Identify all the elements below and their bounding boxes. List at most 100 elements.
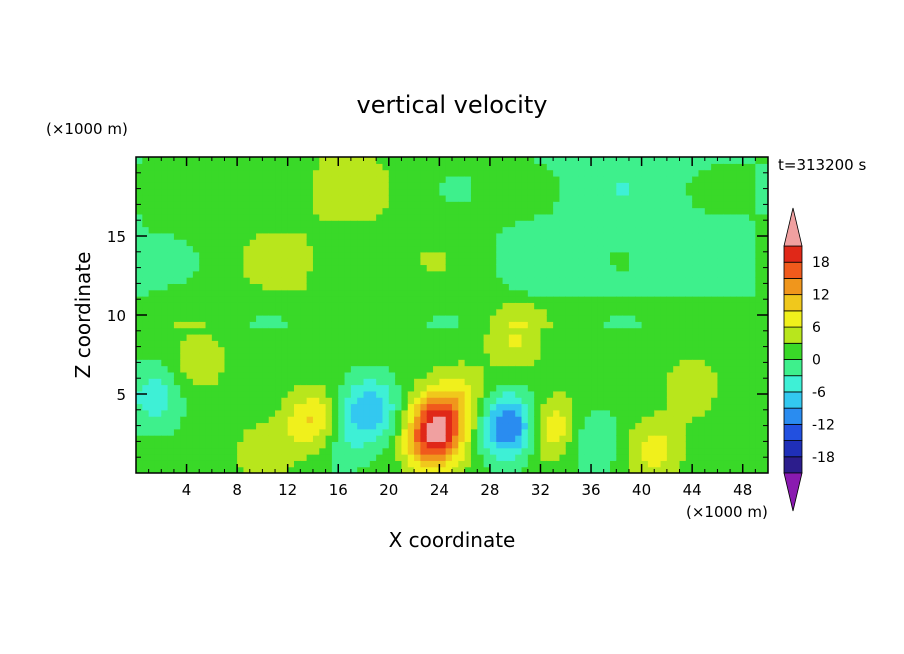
field-cell bbox=[540, 422, 548, 430]
field-cell bbox=[142, 371, 150, 379]
field-cell bbox=[717, 220, 725, 228]
field-cell bbox=[572, 270, 579, 278]
field-cell bbox=[338, 397, 346, 405]
field-cell bbox=[673, 390, 681, 398]
field-cell bbox=[698, 447, 706, 455]
field-cell bbox=[565, 371, 573, 379]
field-cell bbox=[572, 239, 579, 247]
field-cell bbox=[369, 397, 377, 405]
field-cell bbox=[641, 466, 649, 473]
field-cell bbox=[357, 201, 365, 209]
field-cell bbox=[761, 220, 768, 228]
field-cell bbox=[186, 207, 194, 215]
field-cell bbox=[338, 207, 346, 215]
field-cell bbox=[287, 188, 295, 196]
field-cell bbox=[262, 226, 270, 234]
field-cell bbox=[464, 422, 472, 430]
field-cell bbox=[559, 302, 567, 310]
field-cell bbox=[452, 239, 459, 247]
field-cell bbox=[186, 321, 194, 329]
field-cell bbox=[458, 460, 466, 468]
field-cell bbox=[439, 466, 447, 473]
field-cell bbox=[723, 277, 731, 284]
field-cell bbox=[685, 403, 693, 411]
field-cell bbox=[698, 258, 706, 266]
field-cell bbox=[647, 390, 655, 398]
field-cell bbox=[470, 169, 478, 177]
field-cell bbox=[704, 460, 712, 468]
field-cell bbox=[319, 194, 327, 202]
field-cell bbox=[414, 359, 421, 367]
field-cell bbox=[527, 352, 535, 360]
field-cell bbox=[673, 245, 681, 253]
field-cell bbox=[350, 403, 358, 411]
field-cell bbox=[426, 308, 434, 316]
field-cell bbox=[622, 207, 630, 215]
field-cell bbox=[622, 258, 630, 266]
field-cell bbox=[230, 371, 238, 379]
field-cell bbox=[540, 384, 548, 392]
field-cell bbox=[685, 346, 693, 354]
field-cell bbox=[452, 226, 459, 234]
field-cell bbox=[698, 207, 706, 215]
field-cell bbox=[666, 308, 674, 316]
field-cell bbox=[578, 315, 586, 322]
field-cell bbox=[237, 182, 245, 190]
field-cell bbox=[698, 182, 706, 190]
field-cell bbox=[161, 428, 169, 436]
field-cell bbox=[597, 226, 605, 234]
field-cell bbox=[515, 340, 523, 348]
field-cell bbox=[521, 321, 529, 329]
field-cell bbox=[508, 182, 516, 190]
field-cell bbox=[628, 315, 636, 322]
field-cell bbox=[395, 232, 403, 240]
field-cell bbox=[350, 352, 358, 360]
field-cell bbox=[698, 169, 706, 177]
field-cell bbox=[312, 416, 320, 424]
field-cell bbox=[527, 270, 535, 278]
field-cell bbox=[692, 333, 700, 341]
field-cell bbox=[654, 308, 662, 316]
field-cell bbox=[654, 289, 662, 297]
field-cell bbox=[268, 315, 276, 322]
field-cell bbox=[591, 213, 598, 221]
field-cell bbox=[489, 409, 497, 417]
field-cell bbox=[730, 371, 737, 379]
field-cell bbox=[584, 460, 592, 468]
field-cell bbox=[237, 460, 245, 468]
field-cell bbox=[445, 390, 453, 398]
field-cell bbox=[256, 258, 263, 266]
field-cell bbox=[464, 251, 472, 259]
field-cell bbox=[698, 397, 706, 405]
field-cell bbox=[755, 441, 763, 449]
field-cell bbox=[275, 251, 282, 259]
field-cell bbox=[584, 169, 592, 177]
field-cell bbox=[294, 157, 301, 164]
field-cell bbox=[603, 454, 611, 461]
field-cell bbox=[711, 270, 719, 278]
field-cell bbox=[224, 466, 232, 473]
field-cell bbox=[515, 378, 523, 386]
field-cell bbox=[692, 466, 700, 473]
field-cell bbox=[749, 428, 756, 436]
field-cell bbox=[635, 277, 643, 284]
field-cell bbox=[173, 321, 181, 329]
field-cell bbox=[363, 460, 371, 468]
field-cell bbox=[376, 175, 384, 183]
field-cell bbox=[262, 188, 270, 196]
field-cell bbox=[192, 346, 200, 354]
field-cell bbox=[237, 258, 245, 266]
field-cell bbox=[660, 194, 668, 202]
field-cell bbox=[483, 175, 491, 183]
field-cell bbox=[369, 194, 377, 202]
field-cell bbox=[325, 213, 333, 221]
field-cell bbox=[344, 169, 352, 177]
field-cell bbox=[622, 441, 630, 449]
field-cell bbox=[230, 422, 238, 430]
field-cell bbox=[249, 441, 257, 449]
field-cell bbox=[755, 277, 763, 284]
field-cell bbox=[211, 327, 219, 335]
field-cell bbox=[515, 188, 523, 196]
field-cell bbox=[540, 251, 548, 259]
field-cell bbox=[685, 422, 693, 430]
